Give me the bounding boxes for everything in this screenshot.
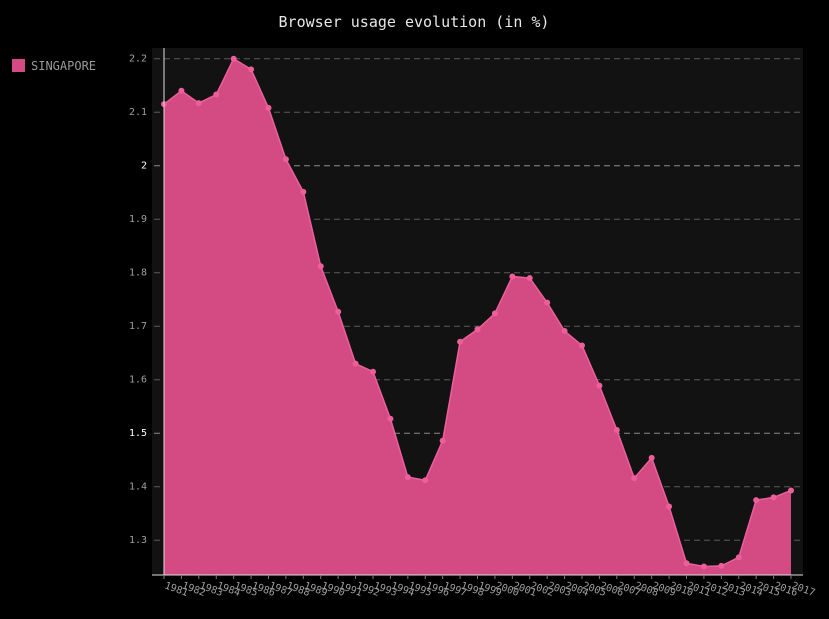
y-tick-label: 1.7 <box>129 321 147 332</box>
y-tick-label: 2 <box>141 161 147 172</box>
legend[interactable]: SINGAPORE <box>12 59 96 73</box>
data-point[interactable] <box>544 299 551 306</box>
data-point[interactable] <box>770 494 777 501</box>
data-point[interactable] <box>317 263 324 270</box>
data-point[interactable] <box>282 156 289 163</box>
data-point[interactable] <box>718 562 725 569</box>
data-point[interactable] <box>579 342 585 349</box>
data-point[interactable] <box>335 308 342 315</box>
y-tick-label: 2.1 <box>129 107 147 118</box>
y-tick-label: 1.6 <box>129 375 147 386</box>
data-point[interactable] <box>613 427 620 434</box>
data-point[interactable] <box>491 310 498 317</box>
data-point[interactable] <box>230 55 237 62</box>
y-tick-label: 1.4 <box>129 482 147 493</box>
series-area-fill <box>164 58 791 575</box>
y-axis-ticks: 1.3 1.4 1.5 1.6 1.7 1.8 1.9 2 2.1 2.2 <box>129 54 147 547</box>
data-point[interactable] <box>788 487 794 494</box>
data-point[interactable] <box>300 188 307 195</box>
data-point[interactable] <box>666 503 673 510</box>
data-point[interactable] <box>700 563 707 570</box>
data-point[interactable] <box>526 275 533 282</box>
data-point[interactable] <box>404 474 411 481</box>
legend-swatch <box>12 59 25 72</box>
y-tick-label: 1.3 <box>129 535 147 546</box>
y-tick-label: 1.9 <box>129 214 147 225</box>
data-point[interactable] <box>370 368 376 375</box>
data-point[interactable] <box>474 326 481 333</box>
data-point[interactable] <box>648 454 655 461</box>
data-point[interactable] <box>387 415 394 422</box>
data-point[interactable] <box>213 91 220 98</box>
data-point[interactable] <box>596 382 603 389</box>
data-point[interactable] <box>683 560 690 567</box>
x-axis-ticks: 1981198219831984198519861987198819891990… <box>163 575 816 599</box>
data-point[interactable] <box>265 104 272 111</box>
data-point[interactable] <box>753 497 760 504</box>
data-point[interactable] <box>439 437 446 444</box>
data-point[interactable] <box>735 554 742 561</box>
data-point[interactable] <box>248 66 255 73</box>
y-tick-label: 1.8 <box>129 268 147 279</box>
y-tick-label: 1.5 <box>129 428 147 439</box>
chart-title: Browser usage evolution (in %) <box>279 13 550 31</box>
legend-label: SINGAPORE <box>31 59 96 73</box>
data-point[interactable] <box>509 273 516 280</box>
data-point[interactable] <box>457 338 464 345</box>
data-point[interactable] <box>352 360 359 367</box>
data-point[interactable] <box>631 475 638 482</box>
data-point[interactable] <box>561 328 568 335</box>
data-point[interactable] <box>178 87 185 94</box>
y-tick-label: 2.2 <box>129 54 147 65</box>
data-point[interactable] <box>422 477 429 484</box>
data-point[interactable] <box>195 100 202 107</box>
